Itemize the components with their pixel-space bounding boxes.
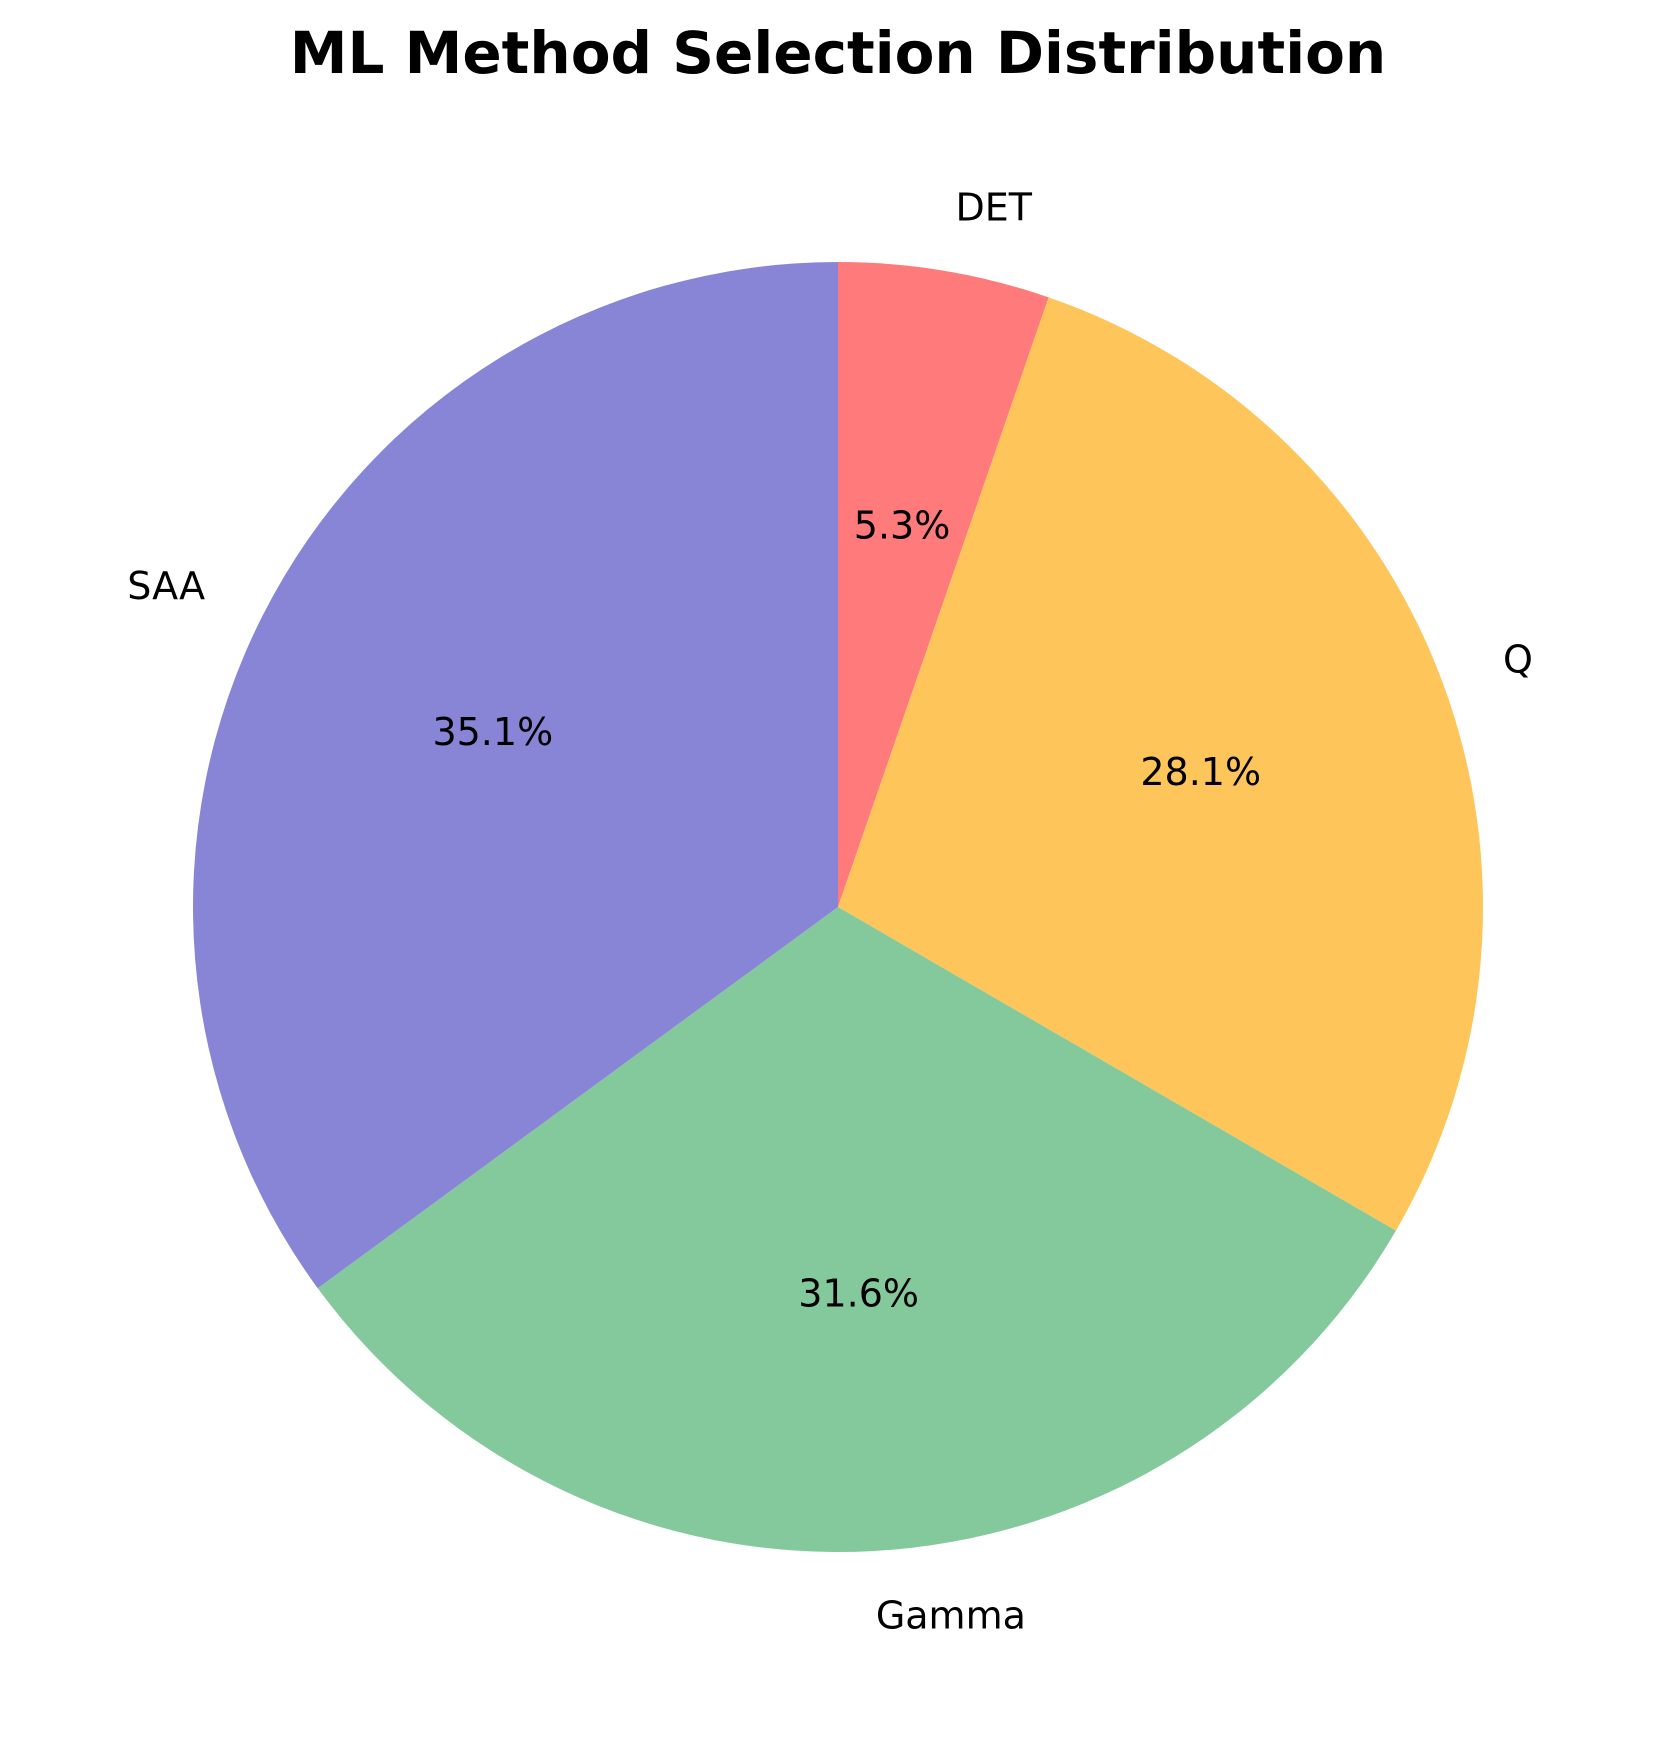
percent-label-saa: 35.1% (432, 710, 553, 754)
slice-label-saa: SAA (127, 564, 205, 608)
percent-label-q: 28.1% (1140, 750, 1261, 794)
pie-slice-q (838, 297, 1484, 1231)
slice-label-gamma: Gamma (876, 1593, 1026, 1637)
percent-label-det: 5.3% (854, 503, 951, 547)
pie-labels: DET 5.3% Q 28.1% Gamma 31.6% SAA 35.1% (127, 185, 1533, 1637)
slice-label-det: DET (955, 185, 1032, 229)
chart-title: ML Method Selection Distribution (290, 19, 1386, 87)
pie-slice-det (838, 262, 1049, 907)
slice-label-q: Q (1503, 638, 1533, 682)
pie-slice-saa (193, 262, 838, 1289)
pie-slice-gamma (317, 907, 1396, 1552)
pie-slices (193, 262, 1484, 1552)
percent-label-gamma: 31.6% (798, 1271, 919, 1315)
